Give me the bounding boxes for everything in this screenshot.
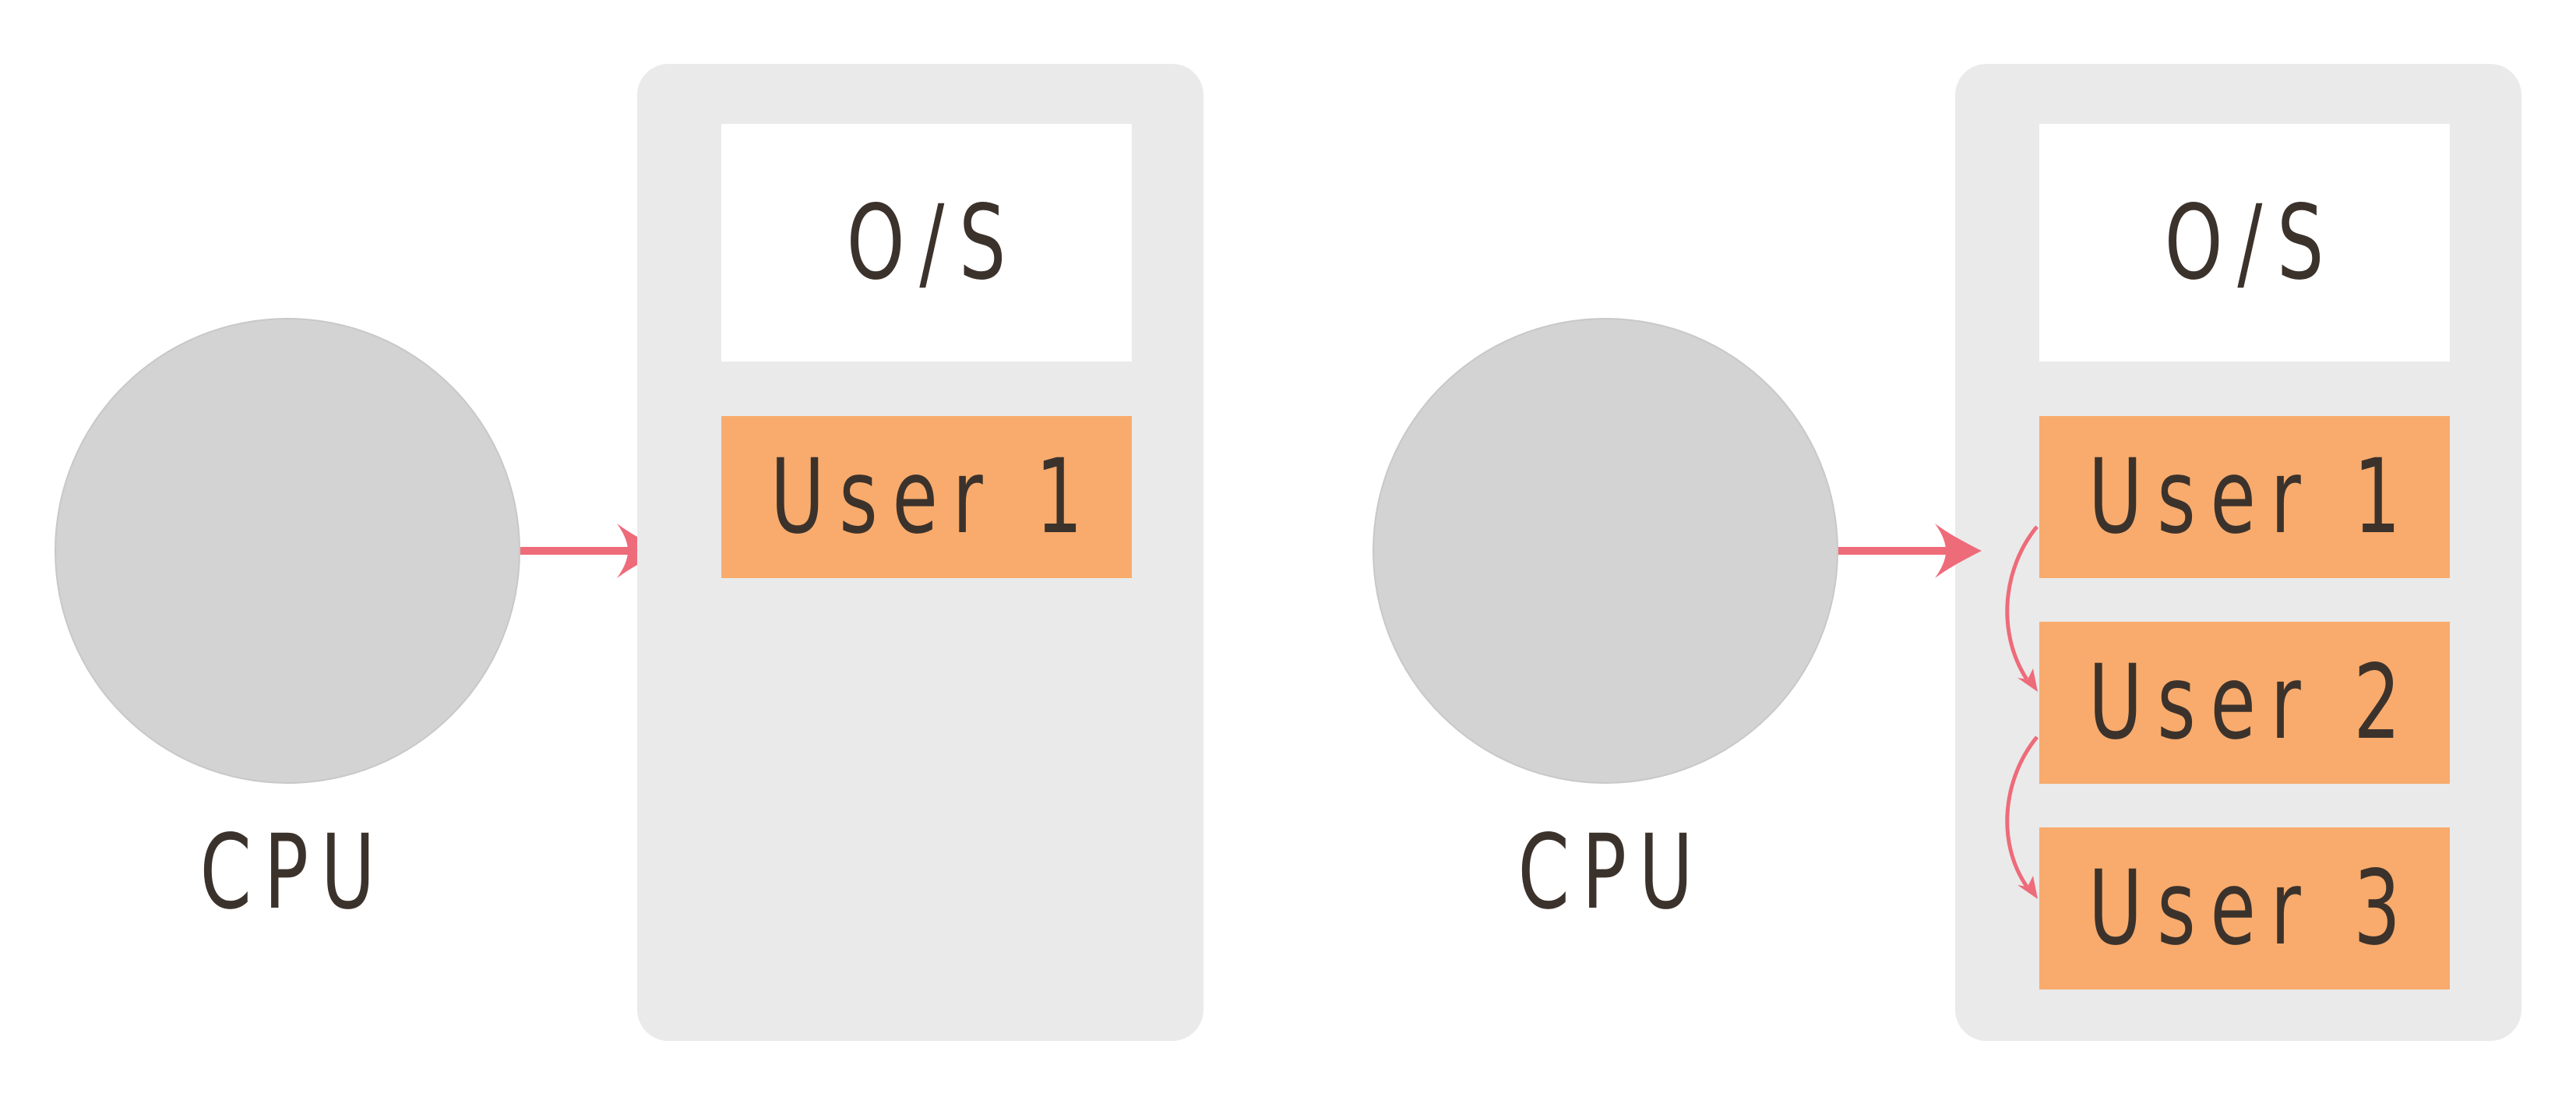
user-region: User 1 — [721, 416, 1132, 578]
os-label: O/S — [847, 182, 1021, 303]
cpu-and-switch-links — [1838, 524, 2039, 899]
single-user-panel: CPU O/S User 1 — [0, 0, 1246, 1104]
memory-block: O/S User 1 User 2 User 3 — [1955, 64, 2521, 1041]
switch-arrow-1-to-2 — [2005, 525, 2039, 681]
user-region-1: User 1 — [2039, 416, 2450, 578]
cpu-to-memory-arrow-head — [1935, 524, 1982, 578]
user-label-3: User 3 — [2088, 848, 2416, 968]
switch-arrow-2-to-3 — [2005, 735, 2039, 888]
cpu-circle — [1374, 319, 1837, 782]
os-label: O/S — [2165, 182, 2339, 303]
os-region: O/S — [721, 124, 1132, 362]
user-label: User 1 — [770, 437, 1098, 557]
os-region: O/S — [2039, 124, 2450, 362]
cpu-label: CPU — [199, 813, 388, 933]
user-region-3: User 3 — [2039, 827, 2450, 989]
memory-block: O/S User 1 — [637, 64, 1203, 1041]
user-label-2: User 2 — [2088, 643, 2416, 763]
user-label-1: User 1 — [2088, 437, 2416, 557]
user-region-2: User 2 — [2039, 622, 2450, 784]
cpu-circle — [56, 319, 519, 782]
switch-arrow-2-to-3-head — [2017, 876, 2038, 899]
switch-arrow-1-to-2-head — [2017, 668, 2038, 692]
multi-user-panel: CPU O/S User 1 User 2 User 3 — [1318, 0, 2564, 1104]
cpu-label: CPU — [1517, 813, 1706, 933]
